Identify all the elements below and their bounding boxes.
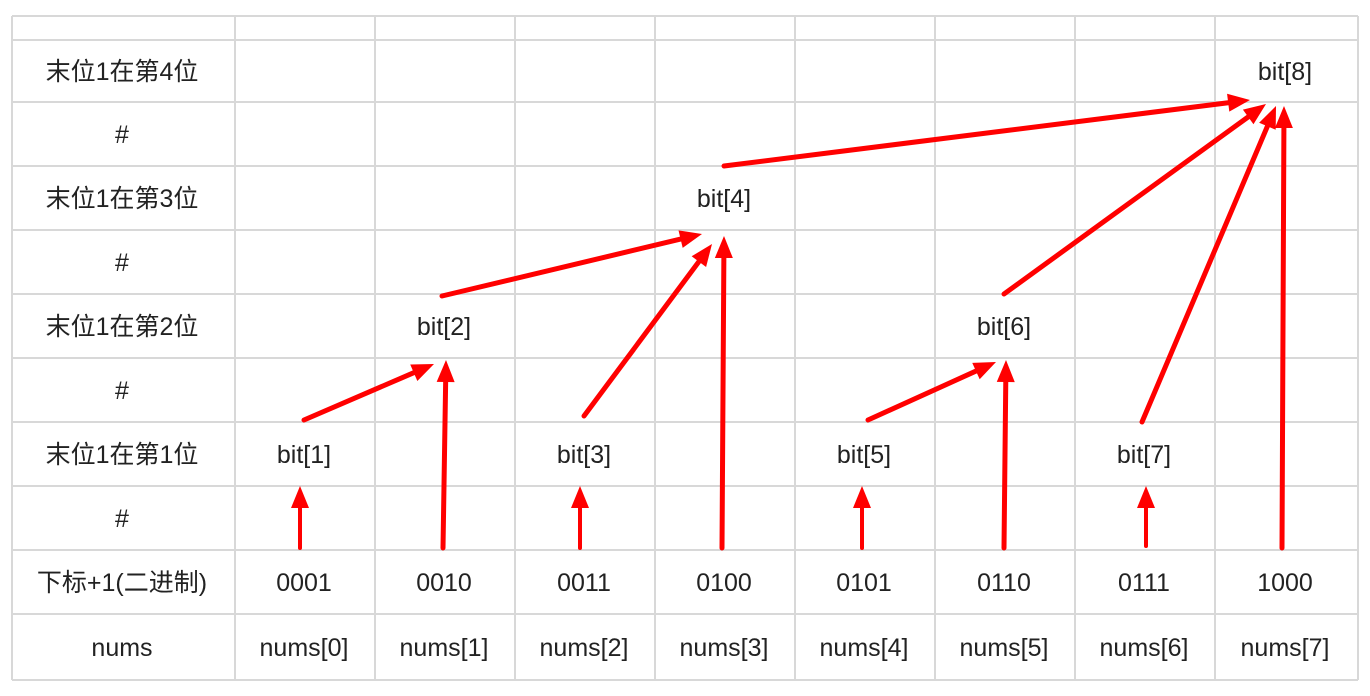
arrow-bit4-to-bit8: [721, 93, 1250, 169]
nums-value: nums[1]: [400, 634, 489, 662]
arrow-bit7-to-bit8: [1139, 106, 1276, 425]
arrow-shaft: [581, 259, 702, 419]
bit-node-1: bit[1]: [277, 441, 331, 469]
binary-value: 0011: [557, 569, 611, 597]
arrow-head: [1137, 486, 1155, 508]
row-labels: 末位1在第4位 # 末位1在第3位 # 末位1在第2位 # 末位1在第1位 # …: [37, 58, 207, 662]
bit-node-5: bit[5]: [837, 441, 891, 469]
arrow-nums2-to-bit3: [571, 486, 589, 550]
row-label-level3: 末位1在第3位: [46, 185, 199, 213]
arrow-shaft: [439, 236, 684, 299]
bit-node-3: bit[3]: [557, 441, 611, 469]
arrow-shaft: [1001, 114, 1251, 297]
arrow-bit1-to-bit2: [301, 364, 434, 423]
arrow-nums5-to-bit6: [996, 360, 1015, 551]
arrow-head: [678, 230, 702, 248]
binary-row: 0001 0010 0011 0100 0101 0110 0111 1000: [276, 569, 1313, 597]
row-label-level4: 末位1在第4位: [46, 58, 199, 86]
row-label-separator: #: [115, 505, 129, 533]
bit-node-4: bit[4]: [697, 185, 751, 213]
row-label-level1: 末位1在第1位: [46, 441, 199, 469]
arrow-head: [691, 244, 712, 268]
arrow-head: [291, 486, 309, 508]
arrow-shaft: [1001, 379, 1009, 551]
nums-value: nums[7]: [1241, 634, 1330, 662]
arrow-shaft: [721, 100, 1231, 169]
arrow-head: [1227, 93, 1250, 112]
nums-value: nums[6]: [1100, 634, 1189, 662]
arrow-bit5-to-bit6: [865, 362, 996, 423]
arrow-nums7-to-bit8: [1274, 106, 1293, 551]
arrow-head: [571, 486, 589, 508]
arrow-nums3-to-bit4: [714, 236, 733, 551]
arrows: [291, 93, 1293, 551]
arrow-head: [436, 360, 455, 383]
nums-value: nums[2]: [540, 634, 629, 662]
nums-value: nums[5]: [960, 634, 1049, 662]
binary-value: 0110: [977, 569, 1031, 597]
row-label-level2: 末位1在第2位: [46, 313, 199, 341]
arrow-shaft: [865, 368, 979, 423]
arrow-nums4-to-bit5: [853, 486, 871, 550]
arrow-bit6-to-bit8: [1001, 104, 1266, 297]
binary-value: 0101: [836, 569, 892, 597]
binary-value: 0100: [696, 569, 752, 597]
arrow-shaft: [440, 379, 449, 551]
arrow-head: [1259, 106, 1276, 130]
arrow-bit3-to-bit4: [581, 244, 712, 419]
bit-node-8: bit[8]: [1258, 58, 1312, 86]
nums-value: nums[0]: [260, 634, 349, 662]
row-label-separator: #: [115, 121, 129, 149]
row-label-binary: 下标+1(二进制): [37, 569, 207, 597]
arrow-nums6-to-bit7: [1137, 486, 1155, 548]
arrow-shaft: [301, 370, 417, 423]
arrow-head: [410, 364, 434, 381]
bit-node-2: bit[2]: [417, 313, 471, 341]
binary-value: 0010: [416, 569, 472, 597]
binary-value: 0111: [1118, 569, 1170, 597]
binary-value: 1000: [1257, 569, 1313, 597]
arrow-head: [1242, 104, 1266, 125]
arrow-nums0-to-bit1: [291, 486, 309, 550]
arrow-head: [853, 486, 871, 508]
nums-row: nums[0] nums[1] nums[2] nums[3] nums[4] …: [260, 634, 1330, 662]
arrow-head: [996, 360, 1015, 383]
arrow-head: [714, 236, 733, 259]
binary-value: 0001: [276, 569, 332, 597]
nums-value: nums[3]: [680, 634, 769, 662]
arrow-head: [972, 362, 996, 380]
nums-value: nums[4]: [820, 634, 909, 662]
arrow-head: [1274, 106, 1293, 129]
table-grid: [11, 15, 1359, 681]
bit-node-6: bit[6]: [977, 313, 1031, 341]
bit-node-7: bit[7]: [1117, 441, 1171, 469]
arrow-shaft: [719, 255, 727, 551]
arrow-bit2-to-bit4: [439, 230, 702, 299]
row-label-separator: #: [115, 377, 129, 405]
arrow-shaft: [1139, 123, 1270, 425]
arrow-nums1-to-bit2: [436, 360, 455, 551]
row-label-nums: nums: [91, 634, 152, 662]
bit-nodes: bit[1] bit[2] bit[3] bit[4] bit[5] bit[6…: [277, 58, 1312, 469]
arrow-shaft: [1279, 125, 1287, 551]
row-label-separator: #: [115, 249, 129, 277]
